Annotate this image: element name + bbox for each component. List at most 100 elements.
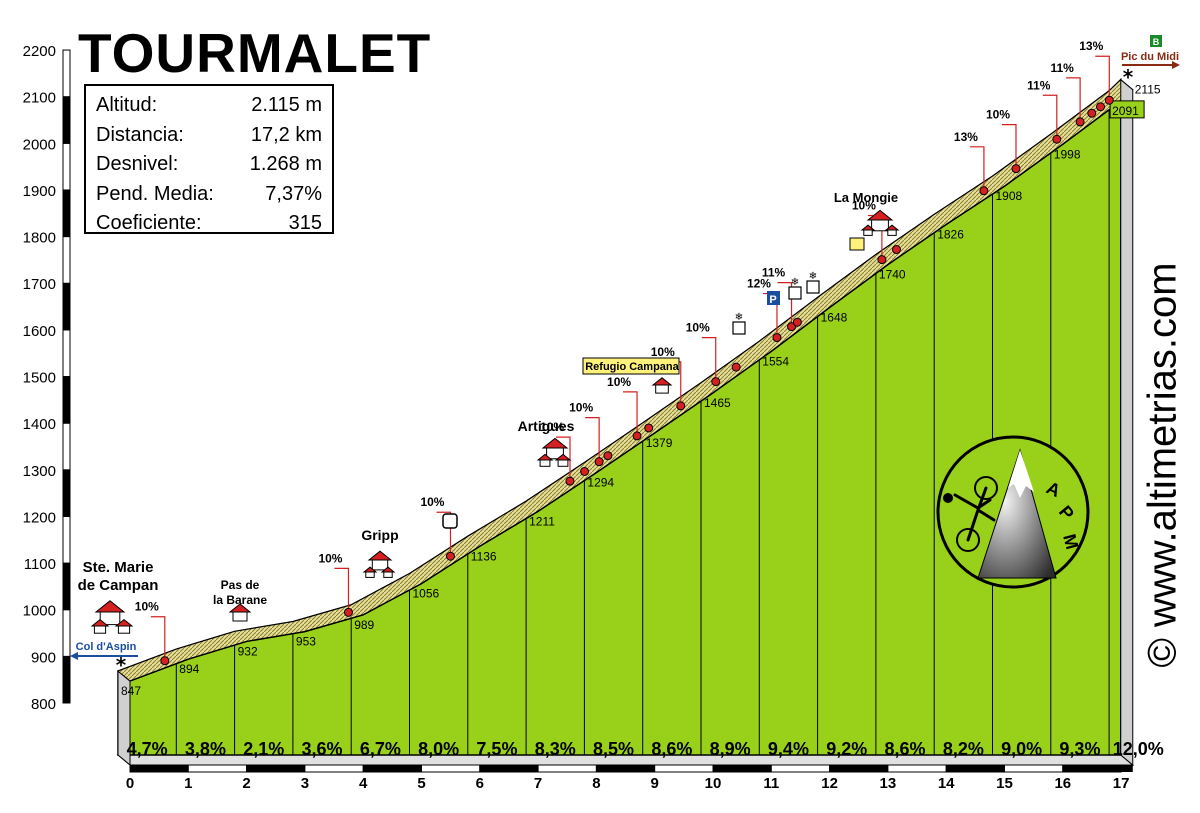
steep-marker-dot [565,476,575,486]
stat-altitude: Altitud: 2.115 m [96,91,322,121]
logo-cyclist-wheel-icon [974,476,998,500]
altitude-label: 1056 [413,587,440,601]
y-tick-label: 2000 [23,136,56,153]
pic-du-midi-sign-label: Pic du Midi [1121,51,1179,63]
x-tick-label: 6 [476,775,484,792]
stat-coefficient: Coeficiente: 315 [96,209,322,239]
steep-marker-dot [877,255,887,265]
logo-cyclist-head-icon [943,493,953,503]
x-axis-scale-segment [187,764,248,773]
x-axis-scale-segment [1062,764,1122,773]
col-aspin-sign-label: Col d'Aspin [76,641,137,653]
y-axis-scale-segment [62,515,71,564]
y-tick-label: 800 [31,696,56,713]
x-tick-label: 4 [359,775,368,792]
altitude-label: 989 [354,618,374,632]
x-axis-scale-segment [1004,764,1064,773]
altitude-label: 1908 [996,189,1023,203]
y-tick-label: 1900 [23,183,56,200]
steep-marker-leader [585,417,600,462]
stat-value: 2.115 m [251,94,322,116]
x-tick-label: 13 [880,775,897,792]
x-tick-label: 8 [592,775,600,792]
steep-marker-label: 10% [135,600,159,614]
house-icon [557,459,569,467]
watermark-url: © www.altimetrias.com [1140,262,1185,668]
altitude-label: 1740 [879,268,906,282]
steep-marker-dot [644,423,654,433]
altitude-label: 1465 [704,396,731,410]
hotel-icon [1150,35,1162,47]
house-icon [651,377,673,386]
y-tick-label: 1600 [23,323,56,340]
steep-marker-leader [555,436,571,482]
house-icon [232,611,248,622]
segment-gradient-label: 12,0% [1113,739,1164,759]
segment-gradient-label: 3,8% [185,739,226,759]
place-label: Ste. Marie [83,559,154,576]
x-tick-label: 3 [301,775,309,792]
x-axis-scale-segment [945,764,1006,773]
axes-group: 8009001000110012001300140015001600170018… [23,43,1133,792]
x-axis-scale-segment [595,764,656,773]
place-label: Pas de [221,578,260,592]
stat-label: Altitud: [96,94,158,116]
x-tick-label: 1 [184,775,192,792]
stat-value: 315 [288,212,322,234]
y-tick-label: 1000 [23,603,56,620]
x-axis-scale-segment [887,764,947,773]
segment-gradient-label: 9,2% [826,739,867,759]
x-axis-scale-segment [654,764,714,773]
steep-marker-leader [150,616,166,661]
logo-letter-m: M [1059,532,1082,552]
y-axis-scale-segment [62,236,71,284]
place-label: la Barane [213,593,267,607]
house-icon [117,625,131,634]
segment-gradient-label: 9,4% [768,739,809,759]
steep-marker-dot [632,431,642,441]
y-axis-scale-segment [62,562,71,611]
altitude-label: 1136 [471,549,497,563]
house-icon [93,625,107,634]
x-axis-scale-segment [770,764,831,773]
stat-distance: Distancia: 17,2 km [96,121,322,151]
segment-gradient-label: 9,0% [1001,739,1042,759]
ski-station-icon [788,286,802,300]
x-axis-scale-segment [362,764,423,773]
x-tick-label: 12 [821,775,838,792]
altitude-label: 1211 [529,514,555,528]
y-tick-label: 1700 [23,276,56,293]
y-tick-label: 1800 [23,230,56,247]
x-tick-label: 0 [126,775,134,792]
segment-gradient-label: 8,0% [418,739,459,759]
steep-marker-leader [334,567,350,613]
stat-label: Desnivel: [96,153,179,175]
steep-marker-dot [731,362,741,372]
end-label-box [1109,100,1145,119]
x-tick-label: 9 [651,775,659,792]
logo-snow-cap-icon [1008,450,1034,498]
y-axis-scale-segment [62,49,71,98]
house-icon [863,229,873,236]
place-label: La Mongie [834,190,898,205]
stat-label: Coeficiente: [96,212,202,234]
steep-marker-dot [603,451,613,461]
segment-gradient-label: 8,3% [535,739,576,759]
steep-marker-dot [160,656,170,666]
steep-markers-group: 10%10%10%10%10%10%10%10%12%11%10%13%10%1… [135,39,1114,666]
segment-gradient-label: 8,9% [710,739,751,759]
altitude-label: 2115 [1135,83,1161,97]
altitude-label: 953 [296,635,316,649]
steep-marker-leader [777,282,793,327]
steep-marker-label: 10% [986,108,1010,122]
house-icon [887,229,897,236]
steep-marker-dot [1096,102,1106,112]
altitude-label: 1998 [1054,147,1081,161]
x-axis-scale-segment [537,764,597,773]
segment-gradient-label: 8,5% [593,739,634,759]
steep-marker-label: 10% [686,321,710,335]
x-tick-label: 15 [996,775,1013,792]
altitude-label: 1294 [587,476,614,490]
stat-value: 1.268 m [249,153,322,175]
